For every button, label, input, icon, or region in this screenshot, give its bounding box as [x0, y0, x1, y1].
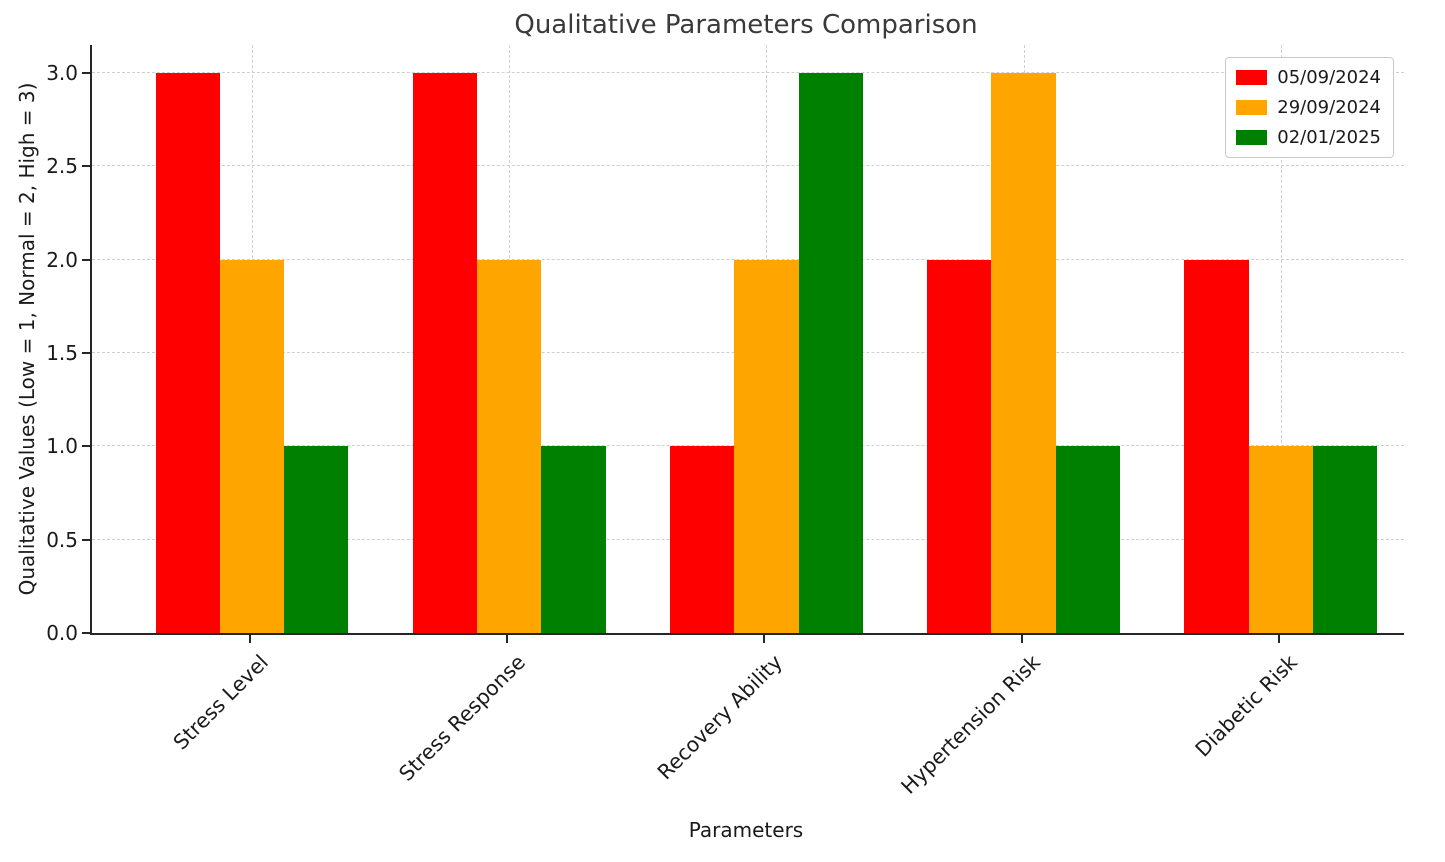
- bar: [1055, 446, 1120, 633]
- x-tick-mark: [1020, 635, 1023, 643]
- y-tick-mark: [82, 632, 90, 634]
- legend: 05/09/2024 29/09/2024 02/01/2025: [1225, 57, 1394, 158]
- h-gridline: [92, 165, 1404, 167]
- bar: [669, 446, 735, 633]
- bar: [219, 259, 285, 633]
- y-tick-mark: [82, 445, 90, 448]
- x-tick-mark: [763, 635, 766, 643]
- y-tick-label: 2.5: [46, 154, 78, 179]
- bar: [798, 73, 863, 633]
- legend-swatch: [1236, 70, 1268, 85]
- y-tick-label: 0.5: [46, 527, 78, 552]
- bar: [541, 446, 606, 633]
- legend-swatch: [1236, 100, 1268, 115]
- x-tick-label: Stress Level: [168, 650, 274, 755]
- y-tick-mark: [82, 72, 90, 74]
- x-tick-mark: [249, 635, 252, 643]
- bar: [991, 73, 1056, 633]
- y-tick-label: 3.0: [46, 61, 78, 85]
- bar: [477, 259, 542, 633]
- x-tick-label: Diabetic Risk: [1190, 650, 1302, 762]
- bar: [412, 73, 478, 633]
- plot-area: 05/09/2024 29/09/2024 02/01/2025: [90, 45, 1404, 635]
- bar: [1312, 446, 1378, 633]
- h-gridline: [92, 258, 1404, 260]
- legend-item: 02/01/2025: [1236, 127, 1381, 148]
- y-tick-label: 1.5: [46, 341, 78, 365]
- x-tick-mark: [506, 635, 509, 643]
- y-tick-mark: [82, 258, 90, 261]
- chart-title: Qualitative Parameters Comparison: [514, 10, 978, 40]
- x-tick-label: Recovery Ability: [653, 650, 788, 785]
- x-axis-label: Parameters: [688, 818, 804, 842]
- legend-swatch: [1236, 130, 1268, 145]
- bar: [734, 259, 799, 633]
- bar: [1184, 259, 1249, 633]
- bar: [927, 259, 992, 633]
- legend-item: 05/09/2024: [1236, 67, 1381, 88]
- y-tick-label: 1.0: [46, 434, 78, 459]
- legend-label: 05/09/2024: [1277, 67, 1381, 88]
- bar: [1248, 446, 1313, 633]
- y-tick-mark: [82, 538, 90, 541]
- bar: [284, 446, 349, 633]
- legend-item: 29/09/2024: [1236, 97, 1381, 118]
- y-tick-label: 2.0: [46, 247, 78, 272]
- v-gridline: [1280, 45, 1282, 633]
- h-gridline: [92, 72, 1404, 73]
- y-tick-label: 0.0: [46, 621, 78, 645]
- x-tick-label: Hypertension Risk: [895, 650, 1045, 799]
- y-tick-mark: [82, 352, 90, 354]
- y-tick-mark: [82, 165, 90, 168]
- x-tick-label: Stress Response: [394, 650, 531, 786]
- legend-label: 02/01/2025: [1277, 127, 1381, 148]
- x-tick-mark: [1277, 635, 1280, 643]
- bar: [155, 73, 220, 633]
- legend-label: 29/09/2024: [1277, 97, 1381, 118]
